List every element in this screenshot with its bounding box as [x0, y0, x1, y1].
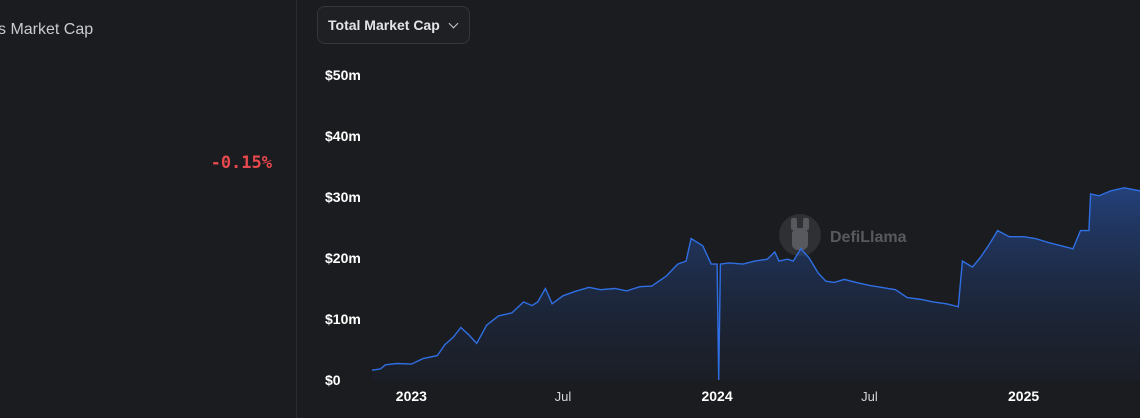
market-cap-chart[interactable]: $0$10m$20m$30m$40m$50m 2023 Jul 2024 Jul 202… — [297, 0, 1140, 418]
x-tick-label: 2025 — [1008, 388, 1039, 404]
x-tick-label: 2023 — [396, 388, 427, 404]
llama-logo-icon — [779, 214, 821, 256]
area-fill — [372, 187, 1140, 380]
y-tick-label: $0 — [325, 372, 341, 388]
x-tick-label: Jul — [861, 389, 878, 404]
series-line — [371, 187, 1140, 381]
x-tick-label: Jul — [555, 389, 572, 404]
metric-dropdown[interactable]: Total Market Cap — [317, 6, 470, 44]
watermark-text: DefiLlama — [830, 229, 907, 246]
x-axis: 2023 Jul 2024 Jul 2025 — [396, 388, 1040, 404]
metric-dropdown-label: Total Market Cap — [328, 17, 440, 33]
y-tick-label: $50m — [325, 67, 361, 83]
panel-divider — [296, 0, 297, 418]
y-axis: $0 $10m $20m $30m $40m $50m — [325, 67, 361, 388]
market-cap-label: s Market Cap — [0, 21, 94, 38]
market-cap-change: -0.15% — [210, 153, 272, 173]
y-tick-label: $40m — [325, 128, 361, 144]
y-tick-label: $30m — [325, 189, 361, 205]
defillama-watermark: DefiLlama — [779, 214, 907, 256]
y-tick-label: $20m — [325, 250, 361, 266]
x-tick-label: 2024 — [701, 388, 732, 404]
stats-panel: s Market Cap -0.15% — [0, 0, 296, 418]
y-tick-label: $10m — [325, 311, 361, 327]
